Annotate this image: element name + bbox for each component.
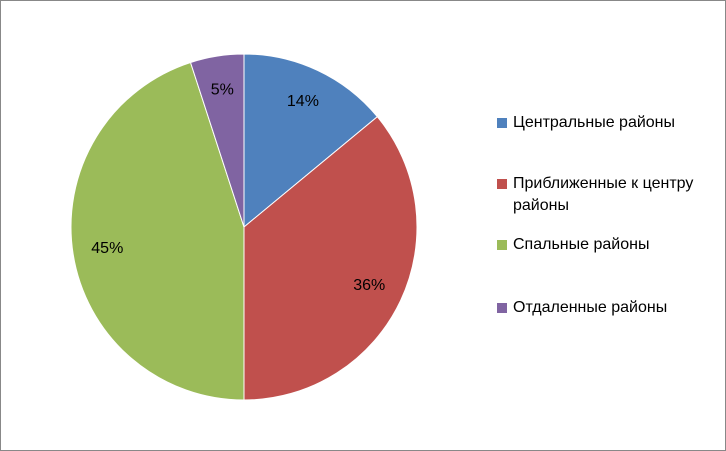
legend: Центральные районы Приближенные к центру … (497, 1, 697, 450)
pie-slice (243, 116, 418, 401)
pie-slice (189, 53, 245, 228)
legend-label: Спальные районы (513, 236, 650, 253)
legend-entry: Отдаленные районы (497, 297, 698, 319)
legend-swatch (497, 240, 507, 250)
data-label: 14% (287, 93, 319, 110)
legend-entry: Спальные районы (497, 234, 698, 256)
legend-label: Отдаленные районы (513, 299, 668, 316)
legend-swatch (497, 118, 507, 128)
pie-slice (243, 53, 379, 229)
data-label: 45% (91, 240, 123, 257)
pie-slice (70, 61, 245, 401)
legend-entry: Центральные районы (497, 112, 698, 134)
legend-entry: Приближенные к центру районы (497, 173, 698, 217)
legend-label: Приближенные к центру районы (513, 175, 694, 214)
data-label: 5% (211, 82, 234, 99)
legend-label: Центральные районы (513, 114, 676, 131)
legend-swatch (497, 179, 507, 189)
data-label: 36% (353, 277, 385, 294)
legend-swatch (497, 303, 507, 313)
